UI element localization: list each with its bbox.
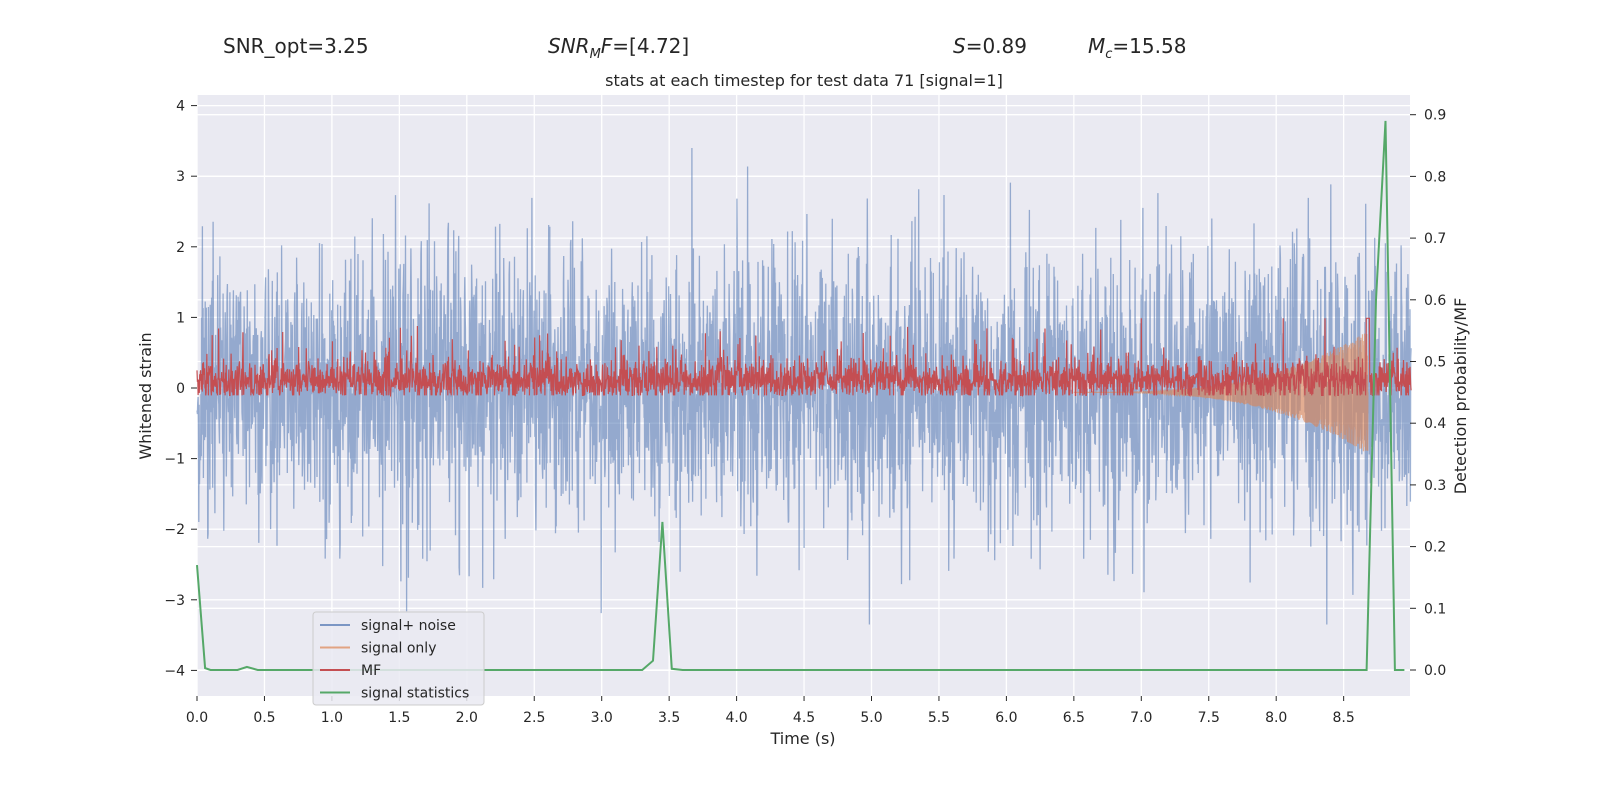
y-tick-label-1: 3 bbox=[176, 169, 185, 185]
y2-tick-label-8: 0.1 bbox=[1424, 601, 1446, 617]
y2-tick-label-9: 0.0 bbox=[1424, 663, 1446, 679]
legend-label-0: signal+ noise bbox=[361, 618, 456, 634]
x-tick-label-3: 1.5 bbox=[388, 710, 410, 726]
x-axis-label: Time (s) bbox=[769, 729, 835, 748]
y-tick-label-4: 0 bbox=[176, 381, 185, 397]
y-tick-label-8: −4 bbox=[164, 663, 185, 679]
mc-label: Mc=15.58 bbox=[1088, 34, 1186, 62]
x-tick-label-0: 0.0 bbox=[186, 710, 208, 726]
legend-label-1: signal only bbox=[361, 641, 436, 657]
chart-title: stats at each timestep for test data 71 … bbox=[605, 71, 1003, 90]
y-axis-ticks: 4 3 2 1 0 −1 −2 −3 −4 bbox=[164, 99, 197, 679]
y2-tick-label-7: 0.2 bbox=[1424, 540, 1446, 556]
y-tick-label-7: −3 bbox=[164, 593, 185, 609]
y2-tick-label-5: 0.4 bbox=[1424, 416, 1446, 432]
y-tick-label-6: −2 bbox=[164, 522, 185, 538]
y-tick-label-3: 1 bbox=[176, 310, 185, 326]
x-tick-label-16: 8.0 bbox=[1265, 710, 1287, 726]
x-tick-label-15: 7.5 bbox=[1198, 710, 1220, 726]
x-tick-label-11: 5.5 bbox=[928, 710, 950, 726]
x-tick-label-13: 6.5 bbox=[1063, 710, 1085, 726]
y-tick-label-0: 4 bbox=[176, 99, 185, 115]
x-tick-label-17: 8.5 bbox=[1333, 710, 1355, 726]
signal-statistics-line bbox=[196, 120, 1405, 671]
legend-label-3: signal statistics bbox=[361, 686, 469, 702]
y-axis-label: Whitened strain bbox=[136, 332, 155, 459]
x-tick-label-7: 3.5 bbox=[658, 710, 680, 726]
x-tick-label-12: 6.0 bbox=[995, 710, 1017, 726]
x-tick-label-5: 2.5 bbox=[523, 710, 545, 726]
x-tick-label-1: 0.5 bbox=[253, 710, 275, 726]
x-tick-label-10: 5.0 bbox=[860, 710, 882, 726]
x-tick-label-14: 7.0 bbox=[1130, 710, 1152, 726]
y2-tick-label-4: 0.5 bbox=[1424, 355, 1446, 371]
legend-box bbox=[312, 611, 485, 706]
y-tick-label-5: −1 bbox=[164, 452, 185, 468]
x-axis-ticks: 0.0 0.5 1.0 1.5 2.0 2.5 3.0 3.5 4.0 4.5 5.0 5.5 6.0 6… bbox=[186, 696, 1355, 726]
x-tick-label-2: 1.0 bbox=[321, 710, 343, 726]
snr-mf-label: SNRMF=[4.72] bbox=[548, 34, 689, 62]
series-signal-statistics bbox=[196, 120, 1405, 671]
x-tick-label-6: 3.0 bbox=[591, 710, 613, 726]
x-tick-label-4: 2.0 bbox=[456, 710, 478, 726]
x-tick-label-8: 4.0 bbox=[725, 710, 747, 726]
s-label: S=0.89 bbox=[953, 34, 1027, 58]
series-mf bbox=[196, 317, 1412, 398]
y2-tick-label-1: 0.8 bbox=[1424, 169, 1446, 185]
y2-tick-label-3: 0.6 bbox=[1424, 293, 1446, 309]
y2-axis-ticks: 0.9 0.8 0.7 0.6 0.5 0.4 0.3 0.2 0.1 0.0 bbox=[1410, 108, 1446, 679]
y-tick-label-2: 2 bbox=[176, 240, 185, 256]
y2-tick-label-0: 0.9 bbox=[1424, 108, 1446, 124]
x-tick-label-9: 4.5 bbox=[793, 710, 815, 726]
legend-label-2: MF bbox=[361, 663, 381, 679]
snr-opt-label: SNR_opt=3.25 bbox=[223, 34, 369, 58]
y2-tick-label-2: 0.7 bbox=[1424, 231, 1446, 247]
y2-axis-label: Detection probability/MF bbox=[1451, 298, 1470, 495]
y2-tick-label-6: 0.3 bbox=[1424, 478, 1446, 494]
mf-line bbox=[196, 317, 1412, 398]
legend: signal+ noise signal only MF signal statist… bbox=[312, 611, 485, 706]
